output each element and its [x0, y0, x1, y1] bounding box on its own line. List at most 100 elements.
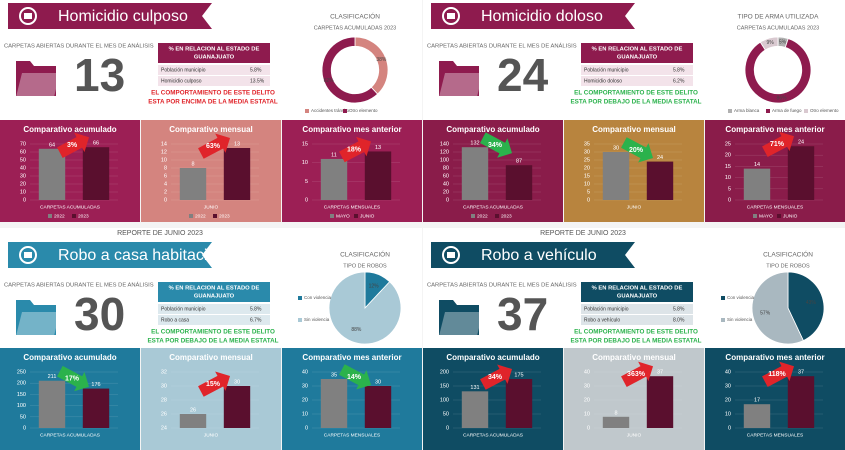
table-header-text: GUANAJUATO [194, 294, 235, 300]
y-tick-label: 32 [161, 369, 167, 375]
panel [705, 348, 845, 450]
bar-value-label: 64 [49, 142, 55, 148]
y-tick-label: 5 [587, 189, 590, 195]
y-tick-label: 100 [440, 397, 449, 403]
table-header [158, 43, 270, 63]
legend-label: MAYO [336, 213, 350, 219]
y-tick-label: 30 [161, 383, 167, 389]
table-cell: Población municipio [161, 67, 206, 73]
legend-label: 2023 [501, 213, 512, 219]
statement: EL COMPORTAMIENTO DE ESTE DELITO [151, 329, 275, 336]
change-label: 17% [65, 376, 80, 383]
y-tick-label: 0 [23, 425, 26, 431]
table-cell: Homicidio culposo [161, 78, 202, 84]
panel [564, 120, 704, 222]
y-tick-label: 14 [161, 141, 167, 147]
count: 30 [74, 288, 125, 340]
x-axis-label: JUNIO [627, 204, 642, 210]
statement: ESTA POR ENCIMA DE LA MEDIA ESTATAL [148, 99, 278, 106]
bar-value-label: 176 [91, 382, 100, 388]
panel-title: Comparativo mensual [169, 353, 253, 362]
change-label: 14% [347, 374, 362, 381]
y-tick-label: 200 [440, 369, 449, 375]
legend-label: 2023 [219, 213, 230, 219]
legend-label: Arma blanca [734, 108, 760, 113]
pie-title: CLASIFICACIÓN [330, 12, 380, 21]
change-arrow [621, 137, 654, 163]
title-banner [431, 242, 635, 268]
x-axis-label: CARPETAS ACUMULADAS [463, 204, 523, 210]
table-header-text: GUANAJUATO [617, 55, 658, 61]
pie-slice [744, 38, 812, 104]
bar-value-label: 132 [470, 141, 479, 147]
y-tick-label: 20 [725, 153, 731, 159]
legend-label: Sin violencia [304, 317, 330, 322]
y-tick-label: 40 [443, 181, 449, 187]
arrow-shape [480, 364, 513, 390]
panel [141, 120, 281, 222]
bar-value-label: 13 [375, 145, 381, 151]
change-label: 15% [206, 381, 221, 388]
x-axis-label: CARPETAS ACUMULADAS [40, 204, 100, 210]
panel [423, 348, 563, 450]
legend-label: Otro elemento [810, 108, 839, 113]
bar [461, 391, 489, 428]
y-tick-label: 40 [20, 165, 26, 171]
panel [282, 348, 422, 450]
table-header [158, 282, 270, 302]
bar-value-label: 24 [657, 155, 663, 161]
change-label: 3% [67, 142, 78, 149]
y-tick-label: 4 [164, 181, 167, 187]
y-tick-label: 30 [584, 383, 590, 389]
y-tick-label: 26 [161, 411, 167, 417]
arrow-shape [57, 132, 90, 159]
statement: EL COMPORTAMIENTO DE ESTE DELITO [574, 90, 698, 97]
change-arrow [339, 136, 372, 163]
bar-value-label: 24 [798, 140, 804, 146]
bar-value-label: 35 [331, 372, 337, 378]
x-axis-label: CARPETAS MENSUALES [747, 432, 803, 438]
arrow-shape [57, 365, 90, 392]
legend-label: 2022 [54, 213, 65, 219]
y-tick-label: 60 [443, 173, 449, 179]
table-header [581, 43, 693, 63]
pie-slice [787, 271, 825, 342]
change-arrow [762, 361, 795, 388]
change-label: 71% [770, 141, 785, 148]
panel [0, 120, 140, 222]
panel [0, 348, 140, 450]
y-tick-label: 10 [725, 175, 731, 181]
table-row [581, 315, 693, 325]
legend-label: Accidentes tránsito [311, 108, 350, 113]
pie-value-label: 86% [777, 95, 788, 101]
count: 24 [497, 49, 549, 101]
change-label: 118% [768, 371, 786, 378]
bar [38, 148, 66, 200]
banner-icon-detail [447, 252, 455, 258]
legend-swatch [721, 296, 725, 300]
y-tick-label: 30 [725, 383, 731, 389]
pie-slice [759, 36, 779, 51]
bar [364, 151, 392, 200]
legend-label: Otro elemento [349, 108, 378, 113]
bar-value-label: 26 [190, 407, 196, 413]
arrow-shape [762, 131, 795, 158]
change-arrow [57, 365, 90, 392]
bar [320, 379, 348, 428]
legend-swatch [354, 214, 358, 218]
legend-swatch [804, 109, 808, 113]
bar [646, 376, 674, 428]
panel-title: Comparativo mensual [592, 353, 676, 362]
pie-value-label: 62% [324, 78, 335, 84]
change-arrow [621, 361, 654, 388]
folder-icon-front [439, 312, 483, 336]
arrow-shape [621, 361, 654, 388]
legend-swatch [777, 214, 781, 218]
pie-slice [328, 271, 402, 345]
x-axis-label: JUNIO [204, 432, 219, 438]
bar [320, 158, 348, 200]
pie-value-label: 88% [351, 327, 362, 333]
report-label: REPORTE DE JUNIO 2023 [540, 230, 626, 237]
banner-icon [442, 246, 460, 264]
y-tick-label: 25 [725, 141, 731, 147]
